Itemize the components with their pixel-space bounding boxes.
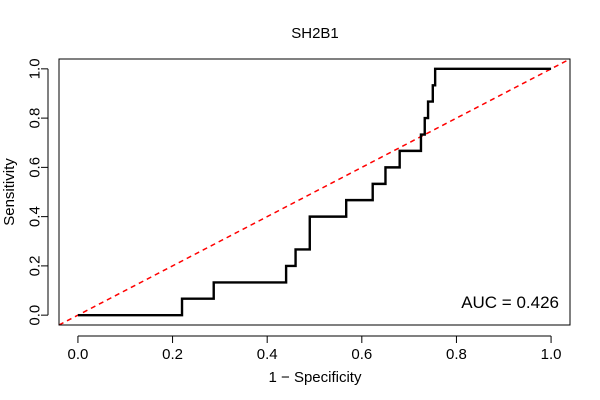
y-axis: 0.0 0.2 0.4 0.6 0.8 1.0 (27, 58, 49, 326)
auc-annotation: AUC = 0.426 (461, 293, 559, 312)
x-tick-label: 0.8 (446, 346, 467, 363)
y-tick-label: 1.0 (27, 58, 44, 79)
y-axis-label: Sensitivity (1, 158, 18, 226)
y-tick-label: 0.6 (27, 157, 44, 178)
roc-curve-line (77, 67, 552, 317)
y-tick-label: 0.4 (27, 206, 44, 227)
y-tick-label: 0.2 (27, 255, 44, 276)
y-tick-label: 0.0 (27, 305, 44, 326)
plot-frame (58, 58, 571, 326)
reference-diagonal-line (58, 58, 571, 326)
x-tick-label: 0.2 (162, 346, 183, 363)
plot-curves (58, 58, 571, 326)
y-tick-label: 0.8 (27, 108, 44, 129)
x-tick-label: 0.4 (257, 346, 278, 363)
x-tick-label: 1.0 (541, 346, 562, 363)
x-tick-label: 0.0 (67, 346, 88, 363)
x-tick-label: 0.6 (351, 346, 372, 363)
x-axis-label: 1 − Specificity (269, 369, 362, 386)
x-axis: 0.0 0.2 0.4 0.6 0.8 1.0 (67, 335, 562, 363)
chart-title: SH2B1 (291, 25, 339, 42)
